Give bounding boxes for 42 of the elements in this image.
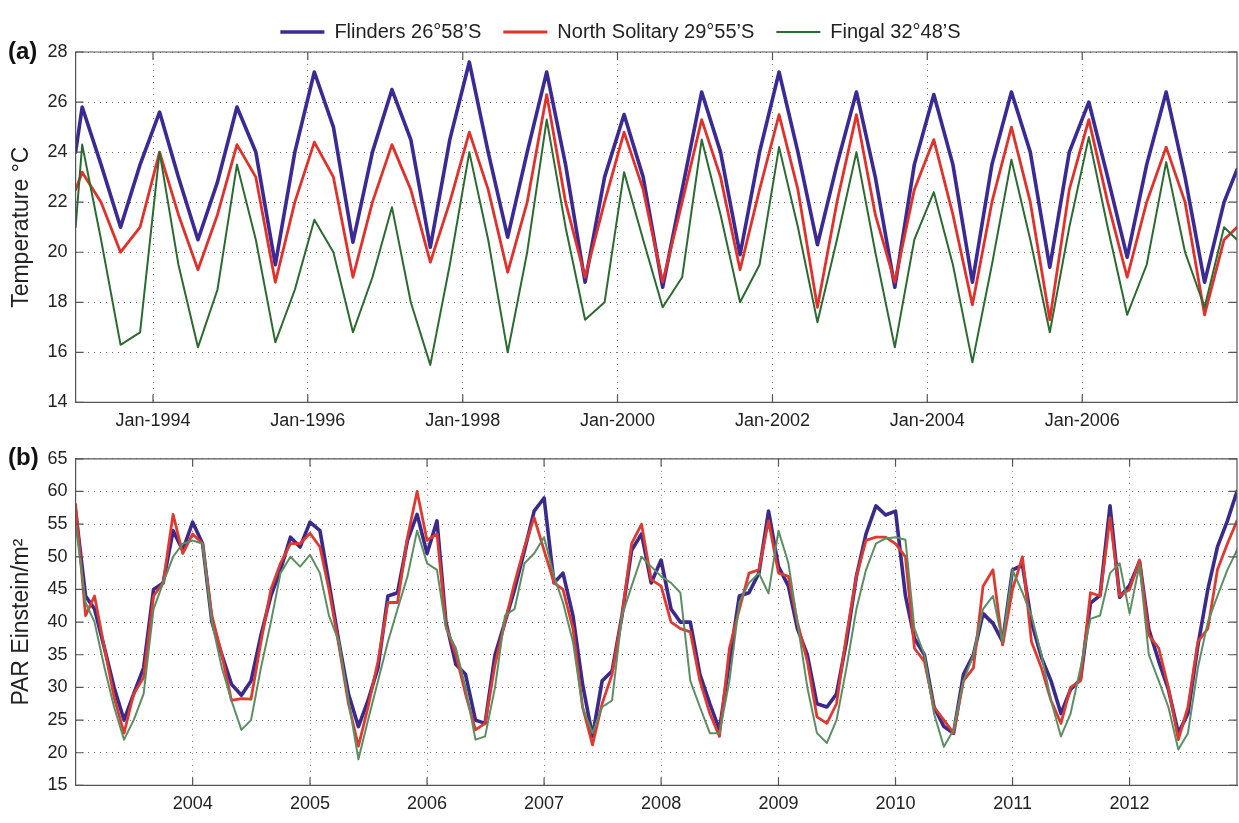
y-tick-label: 16 — [47, 341, 68, 362]
y-tick-label: 24 — [47, 141, 68, 162]
chart-title: (a) — [8, 36, 38, 64]
x-tick-label: 2008 — [641, 793, 682, 814]
y-tick-label: 40 — [47, 611, 68, 632]
x-tick-label: 2004 — [172, 793, 213, 814]
y-tick-label: 28 — [47, 40, 68, 61]
x-tick-label: 2010 — [875, 793, 916, 814]
x-tick-label: 2007 — [524, 793, 565, 814]
y-tick-label: 35 — [47, 643, 68, 664]
x-tick-label: 2012 — [1109, 793, 1150, 814]
x-tick-label: Jan-1998 — [425, 410, 501, 431]
x-tick-label: 2006 — [407, 793, 448, 814]
y-axis-title: Temperature °C — [7, 146, 34, 308]
x-tick-label: 2011 — [993, 793, 1032, 814]
y-tick-label: 18 — [47, 291, 68, 312]
y-tick-label: 45 — [47, 578, 68, 599]
y-tick-label: 26 — [47, 91, 68, 112]
y-axis-title: PAR Einstein/m² — [7, 538, 34, 706]
y-tick-label: 15 — [47, 774, 68, 795]
x-tick-label: Jan-1996 — [270, 410, 346, 431]
chart-title: (b) — [8, 443, 39, 471]
x-tick-label: Jan-2002 — [734, 410, 811, 431]
y-tick-label: 20 — [47, 741, 68, 762]
y-tick-label: 65 — [47, 447, 68, 468]
y-tick-label: 60 — [47, 480, 68, 501]
y-tick-label: 22 — [47, 191, 68, 212]
y-tick-label: 30 — [47, 676, 68, 697]
y-tick-label: 50 — [47, 545, 68, 566]
y-tick-label: 14 — [47, 391, 68, 412]
x-tick-label: 2005 — [289, 793, 331, 814]
y-tick-label: 20 — [47, 241, 68, 262]
legend-label: Fingal 32°48’S — [830, 19, 961, 42]
x-tick-label: Jan-2006 — [1044, 410, 1120, 431]
y-tick-label: 55 — [47, 513, 68, 534]
x-tick-label: Jan-1994 — [115, 410, 191, 431]
y-tick-label: 25 — [47, 709, 68, 730]
x-tick-label: 2009 — [758, 793, 799, 814]
legend-label: Flinders 26°58’S — [334, 19, 482, 42]
x-tick-label: Jan-2000 — [579, 410, 656, 431]
legend-label: North Solitary 29°55’S — [557, 19, 755, 42]
x-tick-label: Jan-2004 — [889, 410, 965, 431]
